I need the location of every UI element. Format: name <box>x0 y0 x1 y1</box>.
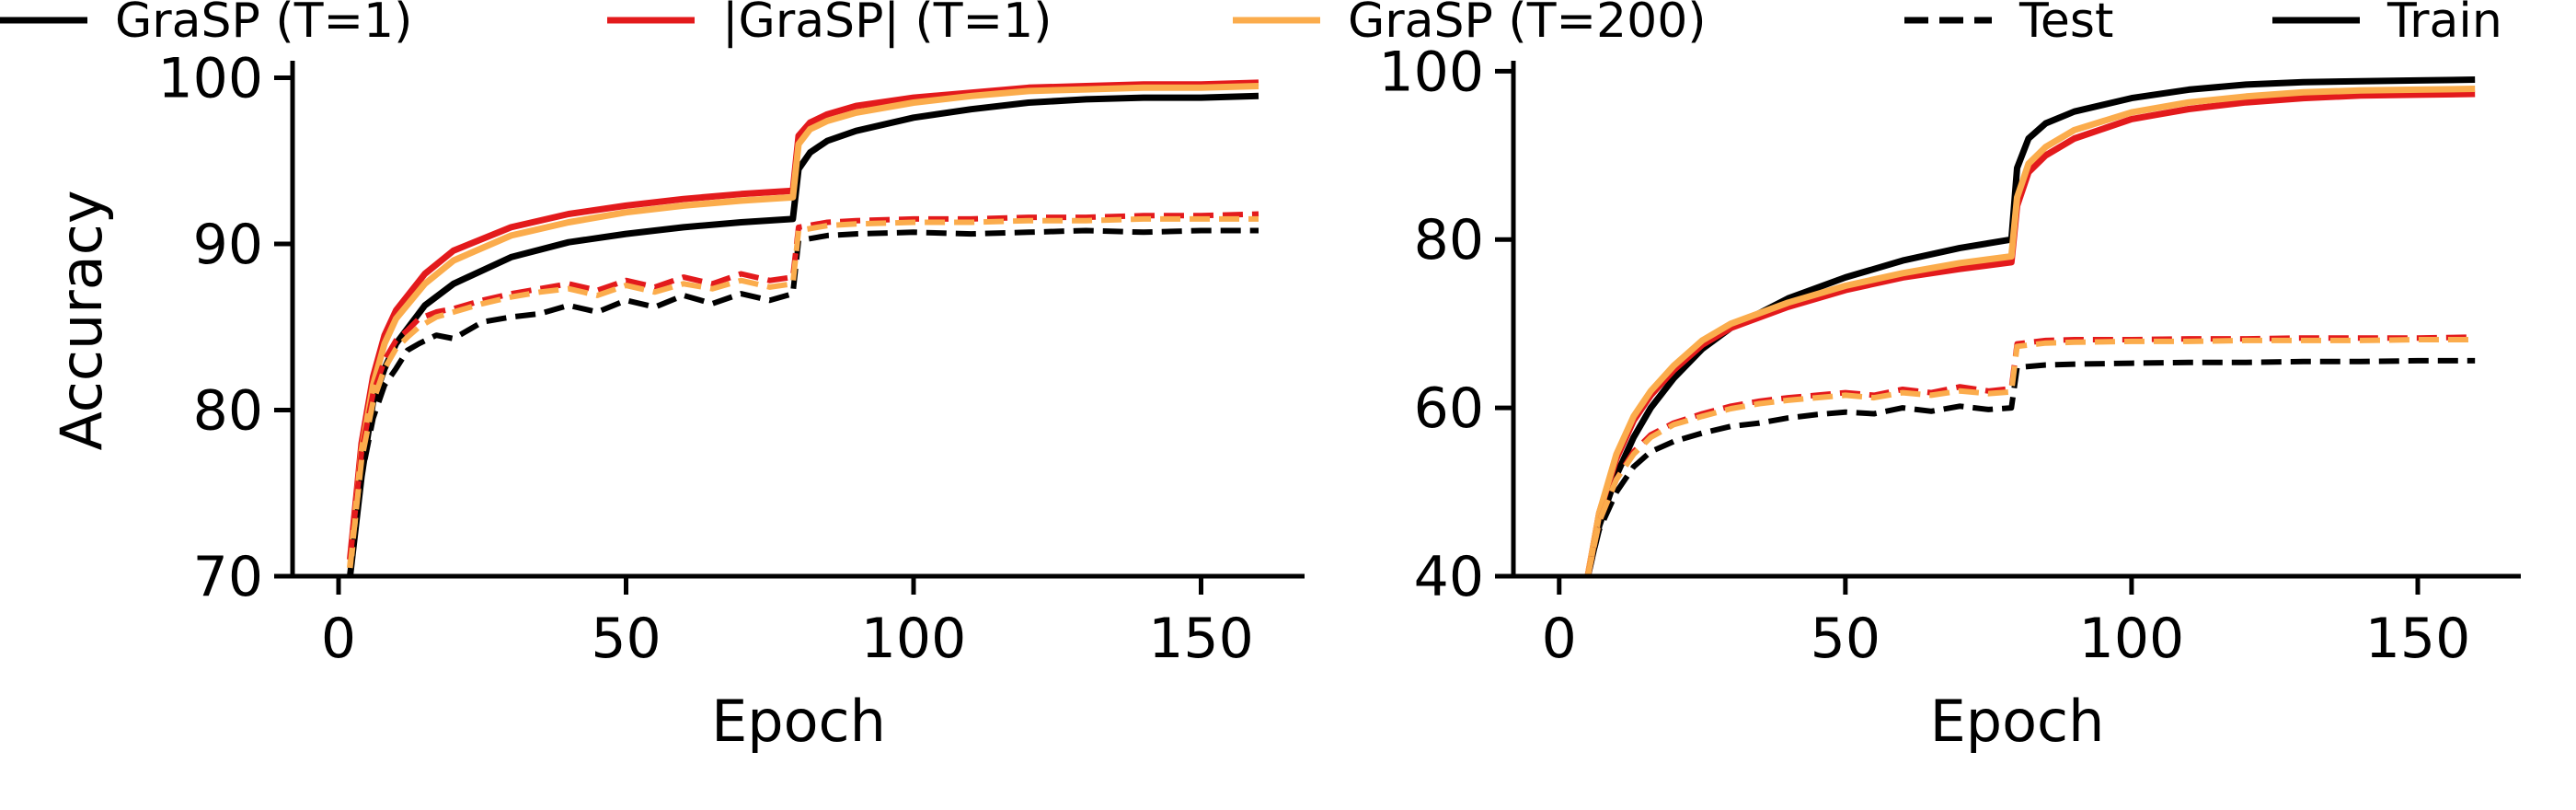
y-tick-label: 100 <box>1378 40 1484 104</box>
series-grasp-t-1-train <box>1584 90 2476 576</box>
left-accuracy-panel: 70 80 90 100 0 50 100 150 Epoch Accuracy <box>48 46 1305 755</box>
x-axis-label: Epoch <box>1930 688 2105 755</box>
legend: GraSP (T=1) |GraSP| (T=1) GraSP (T=200) Tes… <box>0 0 2502 49</box>
series-grasp-t-200-test <box>347 215 1259 569</box>
series-grasp-t-1-test <box>347 211 1259 561</box>
legend-label-grasp-t-200: GraSP (T=200) <box>1348 0 1707 49</box>
x-tick-label: 100 <box>861 607 967 671</box>
series-grasp-t-1-test <box>347 227 1259 576</box>
series-grasp-t-200-train <box>347 83 1259 569</box>
x-tick-label: 0 <box>1542 607 1577 671</box>
series-grasp-t-1-train <box>347 92 1259 576</box>
x-tick-label: 50 <box>1811 607 1880 671</box>
series-grasp-t-200-test <box>1584 337 2476 576</box>
x-tick-label: 0 <box>321 607 356 671</box>
legend-label-grasp-t-1: |GraSP| (T=1) <box>722 0 1052 49</box>
legend-label-grasp-t-1: GraSP (T=1) <box>115 0 412 49</box>
y-tick-label: 80 <box>1414 208 1484 272</box>
legend-label-train: Train <box>2386 0 2502 49</box>
series-group <box>347 79 1259 576</box>
legend-label-test: Test <box>2018 0 2113 49</box>
y-tick-label: 40 <box>1414 545 1484 609</box>
y-tick-label: 90 <box>193 213 263 277</box>
x-axis-label: Epoch <box>711 688 886 755</box>
series-grasp-t-1-train <box>347 79 1259 561</box>
series-grasp-t-200-train <box>1584 86 2476 576</box>
series-grasp-t-1-train <box>1584 76 2476 576</box>
x-tick-label: 150 <box>1148 607 1254 671</box>
series-grasp-t-1-test <box>1584 357 2476 576</box>
y-tick-label: 100 <box>157 46 263 110</box>
series-grasp-t-1-test <box>1584 334 2476 576</box>
right-accuracy-panel: 40 60 80 100 0 50 100 150 Epoch <box>1378 40 2521 755</box>
y-tick-label: 80 <box>193 378 263 443</box>
y-tick-label: 70 <box>193 545 263 609</box>
x-tick-label: 100 <box>2079 607 2185 671</box>
x-tick-label: 50 <box>591 607 661 671</box>
y-tick-label: 60 <box>1414 376 1484 441</box>
series-group <box>1584 76 2476 576</box>
x-tick-label: 150 <box>2365 607 2471 671</box>
y-axis-label: Accuracy <box>48 190 115 450</box>
